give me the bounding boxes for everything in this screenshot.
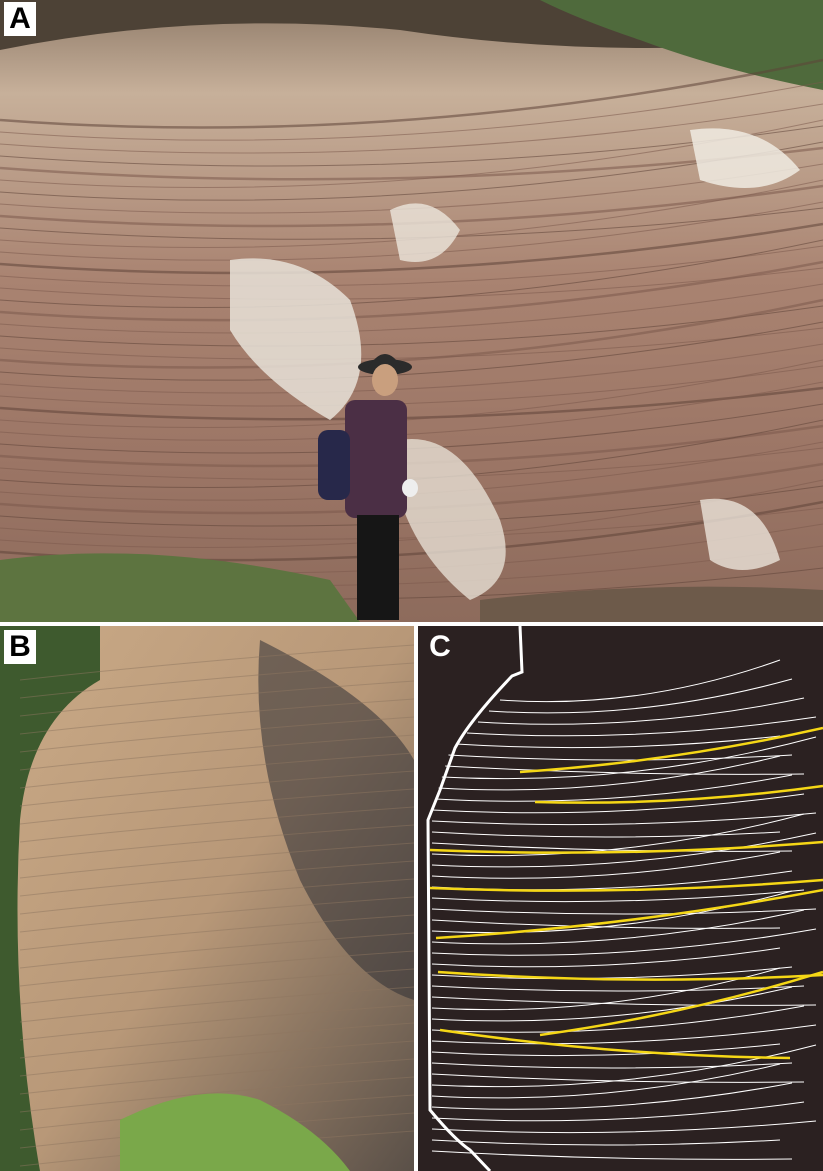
panel-label: B [9, 630, 31, 663]
panel-label: C [429, 630, 451, 663]
panel-label: A [9, 2, 31, 35]
panel-a [0, 0, 823, 622]
figure: A B C [0, 0, 823, 1171]
page: A B C (() => { const data = JSON.parse(d… [0, 0, 823, 1171]
rock-face [0, 0, 823, 622]
panel-c [418, 626, 823, 1171]
panel-b [0, 626, 414, 1171]
